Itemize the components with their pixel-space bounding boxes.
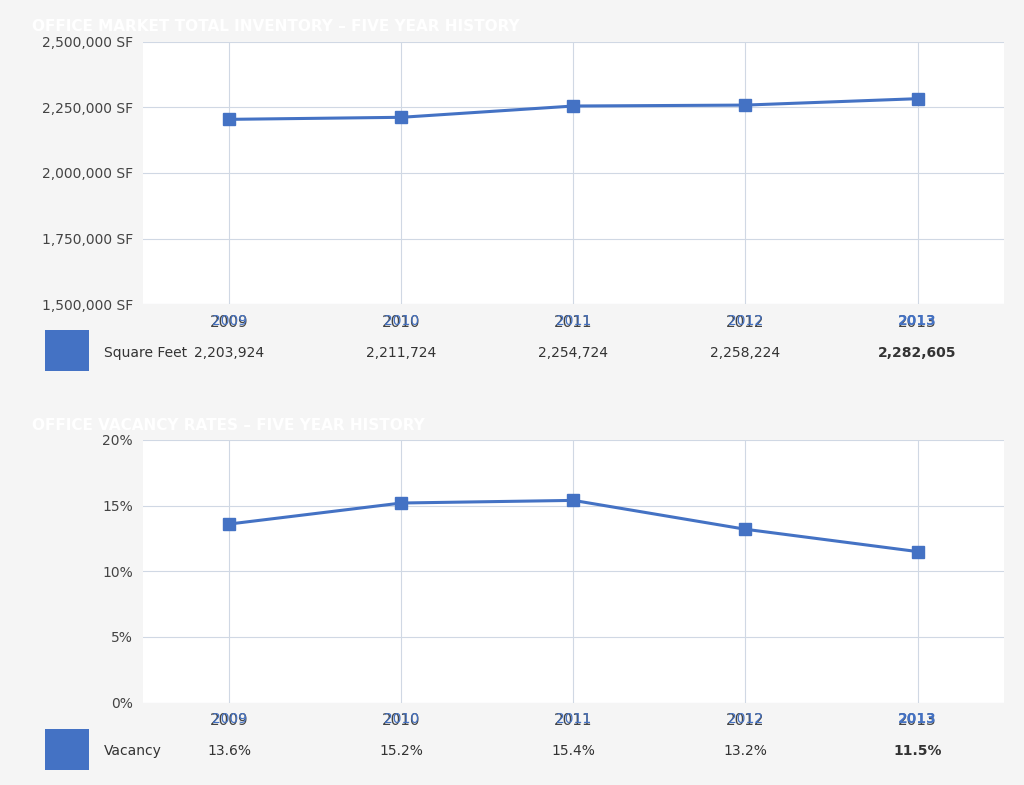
Text: 2011: 2011	[556, 712, 591, 726]
Text: 13.2%: 13.2%	[724, 744, 767, 758]
Text: Vacancy: Vacancy	[104, 744, 162, 758]
Text: 2010: 2010	[384, 313, 419, 327]
Text: 2012: 2012	[728, 712, 763, 726]
Text: 2,254,724: 2,254,724	[539, 345, 608, 360]
Text: OFFICE MARKET TOTAL INVENTORY – FIVE YEAR HISTORY: OFFICE MARKET TOTAL INVENTORY – FIVE YEA…	[33, 19, 520, 35]
Text: Square Feet: Square Feet	[104, 345, 187, 360]
Text: 2013: 2013	[898, 313, 937, 327]
Text: 15.4%: 15.4%	[552, 744, 595, 758]
Text: OFFICE VACANCY RATES – FIVE YEAR HISTORY: OFFICE VACANCY RATES – FIVE YEAR HISTORY	[33, 418, 425, 433]
Text: 2009: 2009	[212, 313, 247, 327]
Text: 2012: 2012	[728, 313, 763, 327]
FancyBboxPatch shape	[45, 330, 89, 371]
Text: 2,282,605: 2,282,605	[879, 345, 956, 360]
Text: 11.5%: 11.5%	[893, 744, 942, 758]
Text: 2,258,224: 2,258,224	[711, 345, 780, 360]
Text: 13.6%: 13.6%	[208, 744, 251, 758]
Text: 2,203,924: 2,203,924	[195, 345, 264, 360]
Text: 2011: 2011	[556, 313, 591, 327]
Text: 15.2%: 15.2%	[380, 744, 423, 758]
Text: 2,211,724: 2,211,724	[367, 345, 436, 360]
FancyBboxPatch shape	[45, 728, 89, 769]
Text: 2013: 2013	[898, 712, 937, 726]
Text: 2009: 2009	[212, 712, 247, 726]
Text: 2010: 2010	[384, 712, 419, 726]
